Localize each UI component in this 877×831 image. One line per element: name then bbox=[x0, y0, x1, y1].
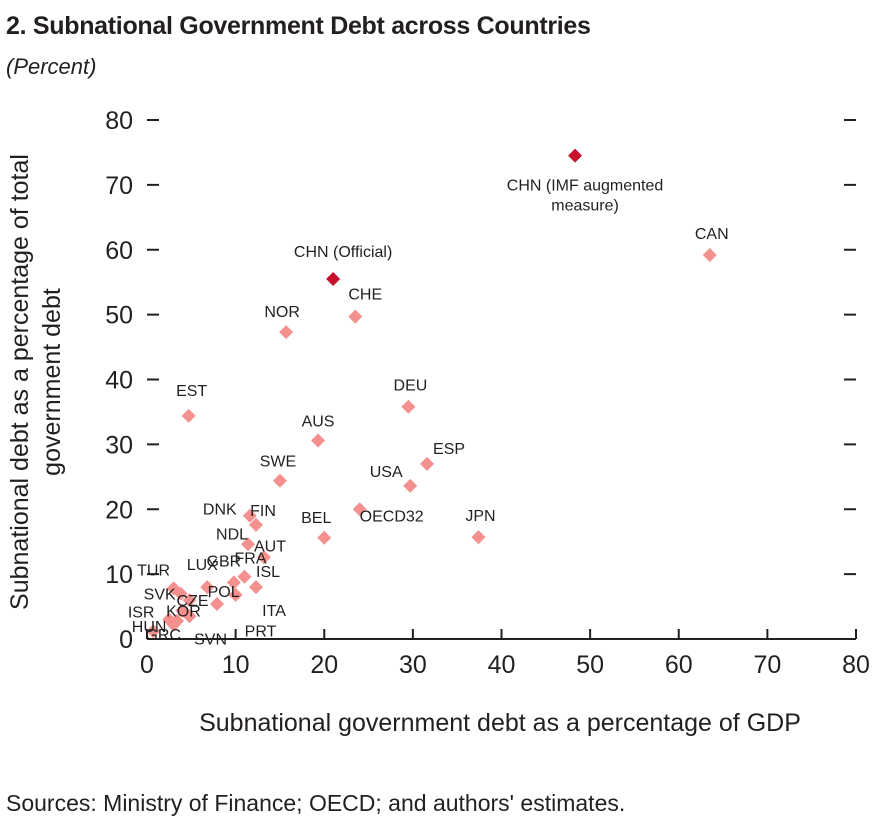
data-point-chn-official bbox=[326, 272, 340, 286]
data-label: SVN bbox=[194, 632, 227, 649]
x-tick-label: 70 bbox=[753, 651, 781, 679]
data-label: TUR bbox=[137, 562, 170, 579]
y-tick-label: 10 bbox=[105, 561, 133, 589]
x-tick-label: 0 bbox=[140, 651, 154, 679]
y-tick-label: 30 bbox=[105, 431, 133, 459]
data-label: CHE bbox=[348, 287, 382, 304]
y-tick-label: 40 bbox=[105, 367, 133, 395]
data-label: CHN (IMF augmented measure) bbox=[507, 178, 664, 215]
data-label: PRT bbox=[245, 623, 277, 640]
data-label: AUS bbox=[302, 413, 335, 430]
data-label: ITA bbox=[262, 603, 286, 620]
x-tick-label: 50 bbox=[576, 651, 604, 679]
data-point-nor bbox=[279, 325, 293, 339]
data-label: SWE bbox=[260, 454, 296, 471]
data-point-can bbox=[703, 248, 717, 262]
data-labels: CAN CHE NOR DEU EST AUS ESP SWE USA DNK FIN OECD32 B… bbox=[128, 178, 729, 649]
x-tick-label: 30 bbox=[399, 651, 427, 679]
data-point-est bbox=[182, 409, 196, 423]
y-tick-label: 70 bbox=[105, 172, 133, 200]
data-label: FIN bbox=[250, 503, 276, 520]
y-tick-label: 60 bbox=[105, 237, 133, 265]
data-label: GRC bbox=[145, 627, 181, 644]
data-label: OECD32 bbox=[360, 508, 424, 525]
data-label: NOR bbox=[264, 304, 300, 321]
y-axis-title-line-2: government debt bbox=[38, 288, 66, 476]
data-label: JPN bbox=[465, 508, 495, 525]
data-label: NDL bbox=[216, 526, 248, 543]
data-point-swe bbox=[273, 474, 287, 488]
data-label: SVK bbox=[144, 587, 176, 604]
data-label: USA bbox=[370, 464, 403, 481]
data-point-chn-imf-augmented-measure bbox=[568, 149, 582, 163]
data-label: ESP bbox=[433, 441, 465, 458]
y-axis-title-line-1: Subnational debt as a percentage of tota… bbox=[6, 154, 34, 610]
data-point-aus bbox=[311, 433, 325, 447]
data-label: DEU bbox=[394, 378, 428, 395]
data-point-deu bbox=[401, 400, 415, 414]
x-axis-title: Subnational government debt as a percent… bbox=[199, 709, 801, 737]
data-label: CAN bbox=[695, 226, 729, 243]
y-tick-label: 80 bbox=[105, 107, 133, 135]
x-tick-label: 10 bbox=[222, 651, 250, 679]
data-label: POL bbox=[208, 584, 240, 601]
y-tick-label: 50 bbox=[105, 302, 133, 330]
data-point-isl bbox=[249, 580, 263, 594]
data-point-usa bbox=[403, 479, 417, 493]
data-point-esp bbox=[420, 457, 434, 471]
data-point-jpn bbox=[471, 530, 485, 544]
data-point-bel bbox=[317, 531, 331, 545]
data-label: BEL bbox=[301, 510, 331, 527]
data-point-che bbox=[348, 310, 362, 324]
x-tick-label: 40 bbox=[488, 651, 516, 679]
x-tick-label: 20 bbox=[310, 651, 338, 679]
data-label: ISL bbox=[256, 564, 280, 581]
x-tick-label: 80 bbox=[842, 651, 870, 679]
data-label: EST bbox=[176, 383, 207, 400]
source-note: Sources: Ministry of Finance; OECD; and … bbox=[6, 790, 625, 817]
data-label: DNK bbox=[203, 502, 237, 519]
data-label: CHN (Official) bbox=[294, 244, 392, 261]
data-label: LUX bbox=[187, 557, 218, 574]
y-tick-label: 20 bbox=[105, 496, 133, 524]
data-label: KOR bbox=[166, 603, 201, 620]
x-tick-label: 60 bbox=[665, 651, 693, 679]
